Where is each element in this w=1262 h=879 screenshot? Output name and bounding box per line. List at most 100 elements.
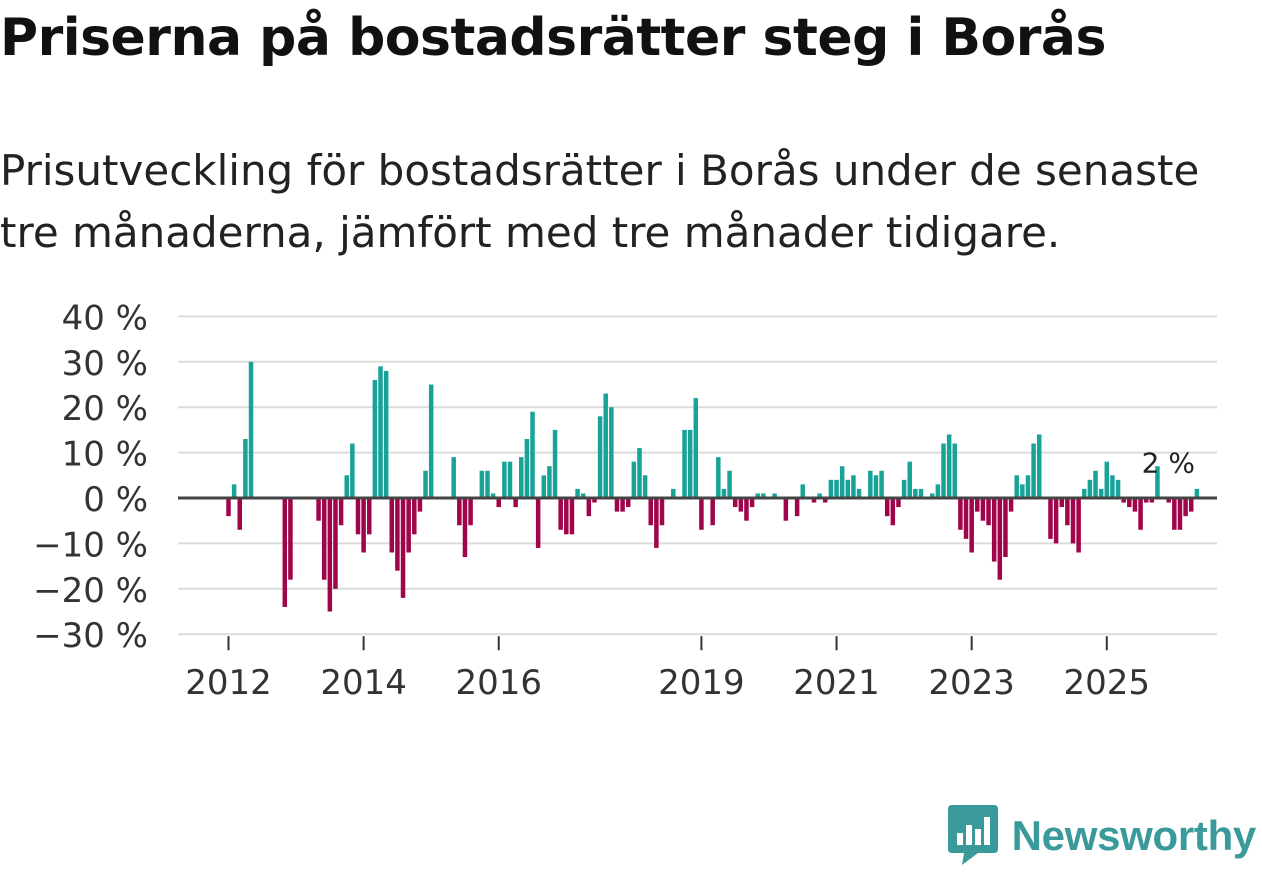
bar [1155, 466, 1160, 498]
bar [383, 370, 389, 498]
newsworthy-logo-icon [947, 805, 998, 865]
bar [620, 498, 625, 512]
bar [648, 498, 653, 526]
x-tick-label: 2012 [185, 663, 272, 703]
bar [952, 443, 958, 498]
y-tick-label: −20 % [33, 571, 148, 611]
bar [659, 498, 665, 526]
bar [350, 443, 355, 498]
bar [794, 498, 800, 517]
bar [389, 498, 395, 553]
bar [671, 488, 676, 498]
y-tick-label: 10 % [62, 435, 148, 475]
bar [338, 498, 344, 526]
bar [755, 493, 760, 498]
bar [423, 470, 428, 498]
bar [851, 475, 856, 498]
bar [1087, 479, 1093, 498]
bar [997, 498, 1003, 580]
bar [935, 484, 941, 498]
bar [586, 498, 592, 517]
bar [513, 498, 518, 508]
bar [1008, 498, 1014, 512]
y-tick-label: 30 % [62, 344, 148, 384]
bar [958, 498, 963, 530]
bar [1059, 498, 1064, 508]
bar [288, 498, 293, 580]
bar [333, 498, 338, 589]
bar [823, 498, 828, 503]
chart-title: Priserna på bostadsrätter steg i Borås [0, 8, 1106, 68]
bar [552, 429, 558, 498]
bar [890, 498, 896, 526]
bar [558, 498, 563, 530]
bar [749, 498, 755, 508]
bar [946, 434, 952, 498]
bar [1110, 475, 1115, 498]
x-tick-label: 2016 [455, 663, 542, 703]
bar [355, 498, 361, 535]
x-tick-label: 2025 [1064, 663, 1151, 703]
bar [1031, 443, 1036, 498]
bar [901, 479, 907, 498]
bar [868, 470, 873, 498]
bar [496, 498, 501, 508]
y-tick-label: 40 % [62, 298, 148, 338]
bar [428, 384, 434, 498]
bar [637, 448, 642, 498]
bar [468, 498, 473, 526]
bar [693, 398, 699, 498]
bar [839, 466, 845, 498]
bar [1149, 498, 1155, 503]
bar [642, 475, 648, 498]
bar [845, 479, 851, 498]
bar [1065, 498, 1070, 526]
bar [1121, 498, 1126, 503]
bar [1014, 475, 1019, 498]
bar [975, 498, 980, 512]
bar [580, 493, 586, 498]
bar [1036, 434, 1042, 498]
bar [400, 498, 406, 598]
bar [243, 438, 248, 498]
bar [490, 493, 496, 498]
bar [530, 411, 535, 498]
bar [631, 461, 637, 498]
bar [1093, 470, 1098, 498]
newsworthy-logo: Newsworthy [947, 805, 1256, 867]
bar [963, 498, 969, 539]
bar [1070, 498, 1076, 544]
bar [1082, 488, 1087, 498]
bar [873, 475, 879, 498]
bar [783, 498, 789, 521]
y-axis-labels: −30 % −20 % −10 % 0 % 10 % 20 % 30 % 40 % [33, 298, 148, 656]
bar [451, 457, 456, 498]
bar [1115, 479, 1121, 498]
x-tick-label: 2021 [793, 663, 880, 703]
bar [535, 498, 541, 548]
bar [524, 438, 530, 498]
bar [625, 498, 631, 508]
bar [710, 498, 715, 526]
bar [597, 416, 603, 498]
bar [856, 488, 862, 498]
x-tick-label: 2014 [320, 663, 407, 703]
bar [592, 498, 597, 503]
bar [412, 498, 417, 535]
bar [485, 470, 490, 498]
bar [884, 498, 890, 517]
bar [321, 498, 327, 580]
bar [1172, 498, 1177, 530]
bar [991, 498, 997, 562]
bar [462, 498, 468, 558]
bar [738, 498, 744, 512]
bar [907, 461, 912, 498]
bar [1025, 475, 1031, 498]
x-tick-label: 2023 [928, 663, 1015, 703]
x-tick-label: 2019 [658, 663, 745, 703]
chart-subtitle: Prisutveckling för bostadsrätter i Borås… [0, 146, 1200, 257]
bar [248, 361, 254, 498]
bar [817, 493, 822, 498]
bar [1020, 484, 1025, 498]
bar [541, 475, 547, 498]
